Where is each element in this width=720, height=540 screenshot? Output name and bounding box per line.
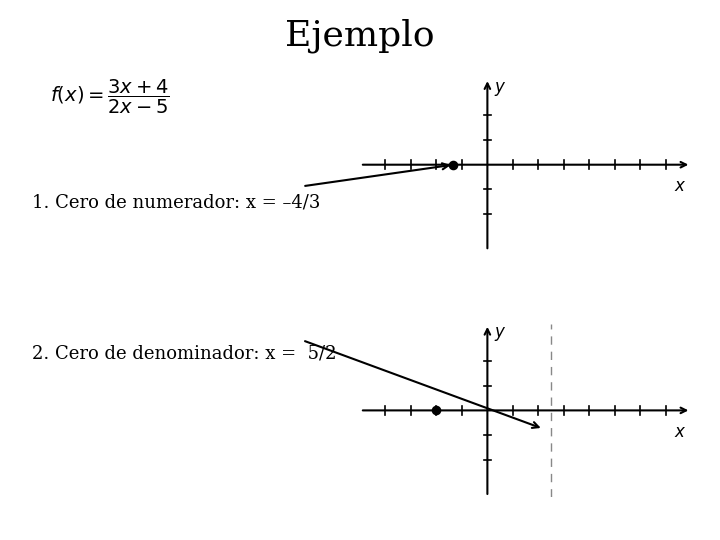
Point (448, 160, 459, 169)
Text: Ejemplo: Ejemplo (285, 19, 435, 53)
Text: $x$: $x$ (674, 178, 686, 195)
Text: $f(x)=\dfrac{3x+4}{2x-5}$: $f(x)=\dfrac{3x+4}{2x-5}$ (50, 78, 170, 117)
Text: $x$: $x$ (674, 424, 686, 441)
Point (431, 406, 442, 415)
Text: $y$: $y$ (494, 325, 506, 343)
Text: 2. Cero de denominador: x =  5/2: 2. Cero de denominador: x = 5/2 (32, 345, 337, 363)
Text: 1. Cero de numerador: x = –4/3: 1. Cero de numerador: x = –4/3 (32, 193, 321, 212)
Text: $y$: $y$ (494, 79, 506, 98)
